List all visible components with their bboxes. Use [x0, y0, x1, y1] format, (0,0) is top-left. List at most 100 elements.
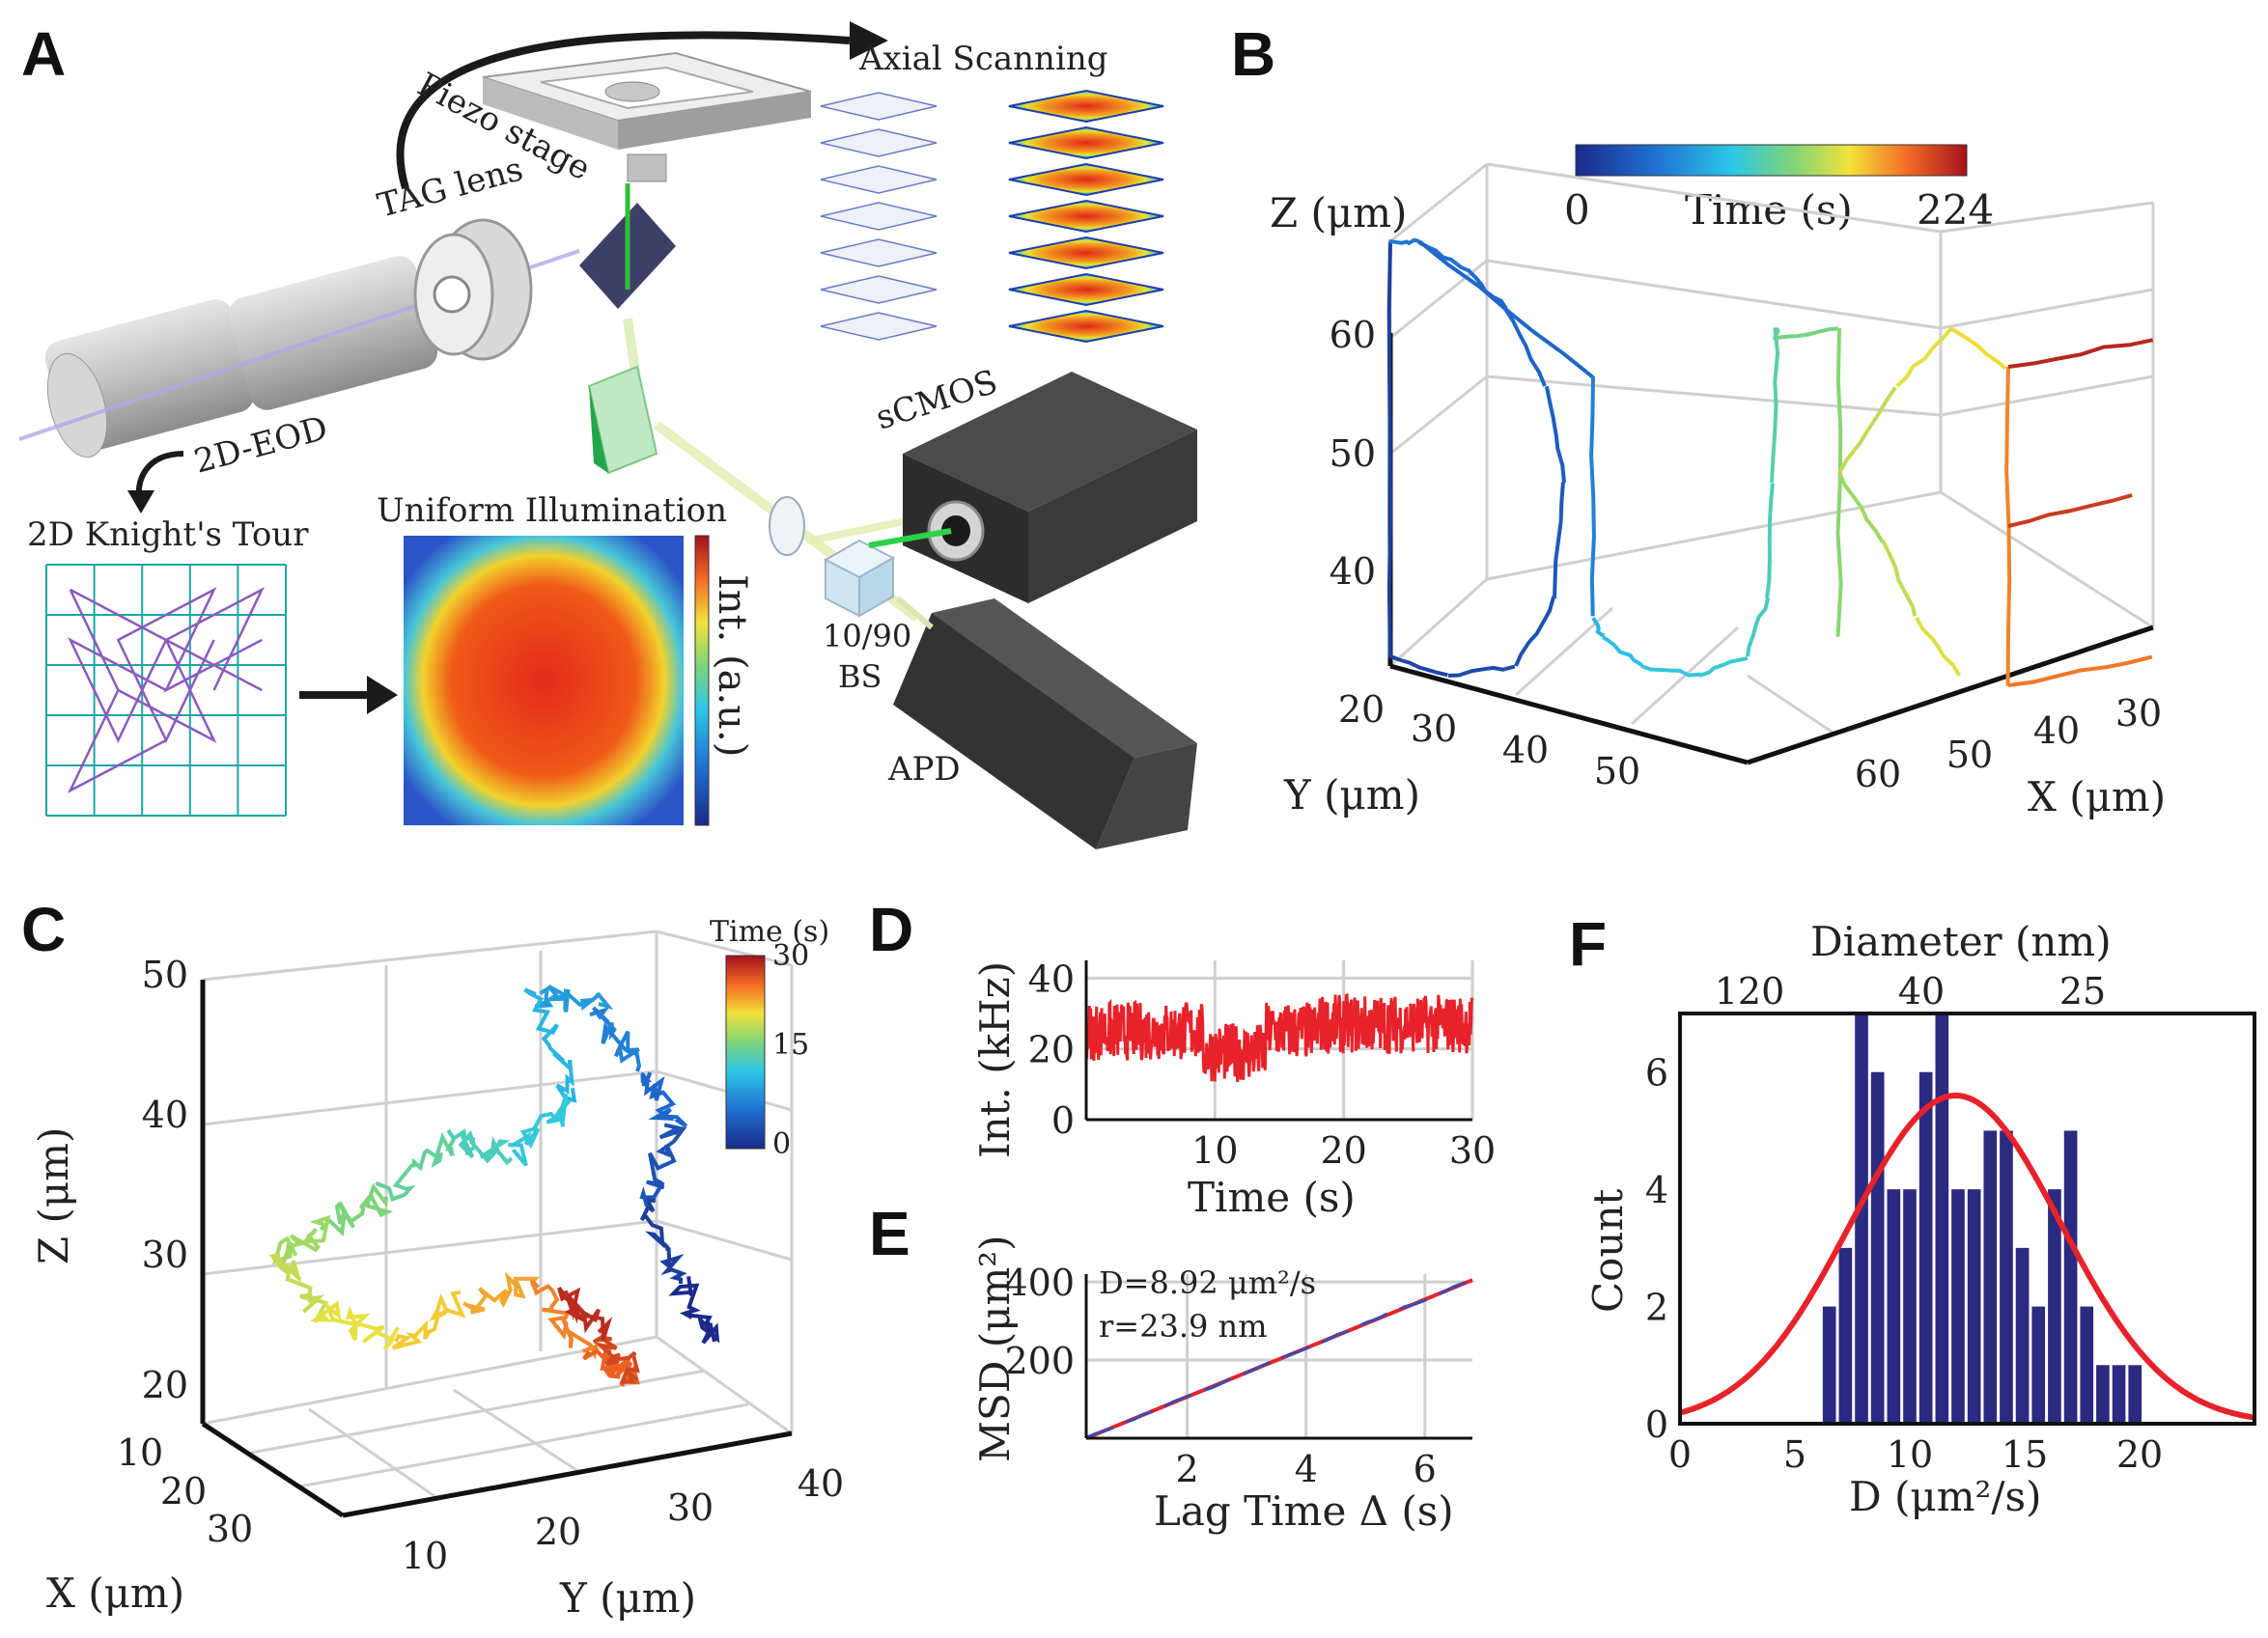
piezo-stage: [482, 51, 812, 182]
f-y-tick: 2: [1645, 1287, 1668, 1329]
f-histogram-bar: [1838, 1247, 1853, 1424]
c-grid-line: [656, 1219, 793, 1262]
c-walk-segment: [639, 1197, 687, 1284]
f-histogram-bar: [1918, 1071, 1933, 1424]
e-y-tick: 200: [1004, 1340, 1075, 1382]
b-letter-u-path: [1770, 327, 1780, 484]
c-walk-segment: [668, 1276, 720, 1345]
f-histogram-bar: [2080, 1306, 2094, 1424]
b-letter-u-path: [1591, 616, 1605, 638]
f-histogram-bar: [2128, 1365, 2142, 1424]
scan-heat-plane: [1008, 309, 1164, 344]
c-x-axis: [201, 1421, 345, 1518]
b-letter-u-path: [1601, 635, 1643, 667]
b-letter-d-edge: [1589, 375, 1596, 617]
c-grid-line: [202, 930, 658, 982]
b-z-tick: 50: [1330, 432, 1376, 475]
f-histogram-bar: [2048, 1189, 2061, 1424]
c-x-tick: 10: [117, 1431, 163, 1474]
b-x-tick: 60: [1855, 753, 1901, 795]
b-y-tick: 40: [1502, 729, 1549, 771]
b-letter-e-mid: [2007, 493, 2133, 528]
c-grid-line: [250, 1369, 706, 1455]
b-letter-k-upper: [1837, 386, 1897, 474]
c-walk-segment: [375, 1131, 456, 1203]
knights-tour-path: [68, 587, 265, 793]
c-walk-segment: [319, 1182, 394, 1237]
c-grid-line: [656, 930, 793, 967]
b-grid-line: [1940, 201, 2154, 234]
c-grid-line: [453, 1388, 580, 1474]
panel-a: A Piezo stage Axial Scanning: [18, 19, 1197, 849]
c-grid-line: [202, 1219, 658, 1276]
c-walk-segment: [529, 1279, 599, 1360]
b-letter-d-path: [1388, 237, 1420, 246]
b-grid-line: [1940, 490, 2154, 629]
bs-ratio-label: 10/90: [823, 618, 911, 654]
scan-grid-plane: [820, 275, 938, 304]
scan-grid-plane: [820, 238, 938, 267]
b-letter-d-path: [1447, 664, 1516, 678]
b-x-tick: 40: [2033, 709, 2080, 752]
apd-detector: [893, 596, 1197, 849]
b-y-tick: 30: [1411, 708, 1457, 750]
c-y-axis: [342, 1430, 793, 1518]
e-annotation-r: r=23.9 nm: [1099, 1308, 1267, 1345]
f-histogram-bar: [1951, 1189, 1965, 1424]
b-x-axis: [1747, 625, 2154, 765]
f-histogram-bar: [2112, 1365, 2126, 1424]
panel-c: C Z (μm) X (μm) Y (μm) 20304050102030102…: [21, 895, 844, 1622]
c-walk-segment: [534, 985, 614, 1013]
b-y-tick: 20: [1338, 688, 1385, 731]
e-ylabel: MSD (μm²): [971, 1235, 1019, 1462]
panel-letter-a: A: [21, 19, 66, 89]
scan-grid-plane: [820, 92, 938, 121]
c-walk-segment: [309, 1300, 400, 1350]
colorbar-b-min: 0: [1564, 186, 1590, 234]
d-x-tick: 30: [1449, 1129, 1496, 1172]
b-grid-line: [1388, 577, 1489, 668]
b-letter-d-path: [1389, 654, 1448, 678]
axial-scan-stacks: [820, 89, 1164, 344]
scan-grid-plane: [820, 128, 938, 157]
c-grid-line: [656, 1335, 793, 1435]
axial-scanning-label: Axial Scanning: [858, 40, 1108, 78]
e-xlabel: Lag Time Δ (s): [1154, 1487, 1454, 1535]
eod-device: [18, 249, 580, 458]
b-grid-line: [1940, 375, 2154, 417]
b-x-tick: 30: [2115, 692, 2162, 735]
b-letter-u-path: [1698, 656, 1749, 678]
colorbar-b-label: Time (s): [1685, 186, 1853, 234]
bs-label: BS: [838, 658, 882, 695]
c-xlabel: X (μm): [46, 1569, 184, 1617]
scan-heat-plane: [1008, 89, 1164, 124]
b-zlabel: Z (μm): [1270, 189, 1407, 236]
b-grid-line: [1486, 162, 1942, 234]
b-letter-k-stem: [1776, 326, 1838, 340]
c-y-tick: 20: [535, 1511, 581, 1553]
f-xlabel: D (μm²/s): [1849, 1473, 2041, 1520]
b-y-tick: 50: [1594, 750, 1640, 792]
f-histogram-bar: [1855, 1013, 1868, 1424]
scan-heat-plane: [1008, 125, 1164, 160]
c-walk-segment: [462, 1271, 540, 1315]
c-grid-line: [656, 1069, 793, 1112]
b-z-tick: 60: [1330, 314, 1376, 356]
panel-letter-f: F: [1569, 909, 1607, 979]
intensity-axis-label: Int. (a.u.): [710, 574, 754, 757]
b-grid-line: [1940, 288, 2154, 330]
uniform-illumination-label: Uniform Illumination: [377, 491, 727, 530]
c-z-tick: 30: [142, 1234, 188, 1276]
e-y-tick: 400: [1004, 1262, 1075, 1304]
colorbar-c-mid: 15: [772, 1028, 809, 1062]
colorbar-c-min: 0: [772, 1127, 791, 1161]
b-letter-u-path: [1765, 483, 1775, 599]
scan-grid-plane: [820, 165, 938, 194]
e-annotation-d: D=8.92 μm²/s: [1099, 1264, 1316, 1301]
c-zlabel: Z (μm): [30, 1127, 77, 1264]
f-histogram-bar: [1967, 1189, 1981, 1424]
b-letter-d-edge: [1417, 239, 1595, 379]
b-letter-e-bottom: [2007, 654, 2153, 687]
b-grid-line: [1389, 375, 1488, 456]
